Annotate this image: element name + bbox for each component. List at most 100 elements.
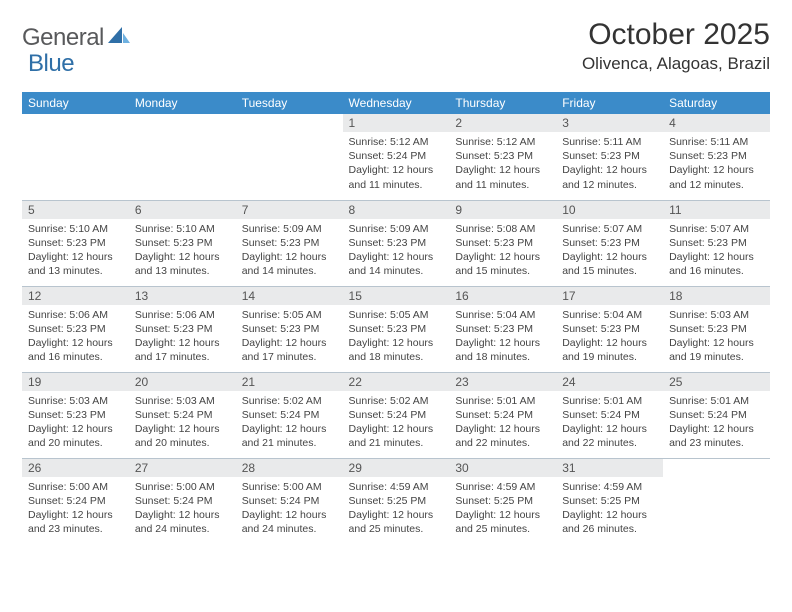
daylight-text: Daylight: 12 hours and 11 minutes. bbox=[455, 163, 550, 191]
day-number: 19 bbox=[22, 373, 129, 391]
logo: General bbox=[22, 18, 132, 52]
day-number: 24 bbox=[556, 373, 663, 391]
logo-sail-icon bbox=[108, 27, 130, 50]
day-details: Sunrise: 5:10 AMSunset: 5:23 PMDaylight:… bbox=[129, 219, 236, 281]
daylight-text: Daylight: 12 hours and 16 minutes. bbox=[669, 250, 764, 278]
sunrise-text: Sunrise: 5:03 AM bbox=[28, 394, 123, 408]
day-number: 5 bbox=[22, 201, 129, 219]
calendar-page: General October 2025 Olivenca, Alagoas, … bbox=[0, 0, 792, 554]
calendar-cell: 5Sunrise: 5:10 AMSunset: 5:23 PMDaylight… bbox=[22, 200, 129, 286]
day-number: 7 bbox=[236, 201, 343, 219]
day-number: 4 bbox=[663, 114, 770, 132]
day-number: 15 bbox=[343, 287, 450, 305]
calendar-cell: 3Sunrise: 5:11 AMSunset: 5:23 PMDaylight… bbox=[556, 114, 663, 200]
day-details: Sunrise: 5:02 AMSunset: 5:24 PMDaylight:… bbox=[343, 391, 450, 453]
month-title: October 2025 bbox=[582, 18, 770, 52]
calendar-week-row: 5Sunrise: 5:10 AMSunset: 5:23 PMDaylight… bbox=[22, 200, 770, 286]
sunset-text: Sunset: 5:24 PM bbox=[135, 494, 230, 508]
calendar-cell: 25Sunrise: 5:01 AMSunset: 5:24 PMDayligh… bbox=[663, 372, 770, 458]
sunset-text: Sunset: 5:24 PM bbox=[242, 408, 337, 422]
sunrise-text: Sunrise: 5:01 AM bbox=[669, 394, 764, 408]
daylight-text: Daylight: 12 hours and 14 minutes. bbox=[349, 250, 444, 278]
day-details: Sunrise: 5:01 AMSunset: 5:24 PMDaylight:… bbox=[449, 391, 556, 453]
day-details bbox=[663, 477, 770, 482]
sunset-text: Sunset: 5:23 PM bbox=[669, 236, 764, 250]
daylight-text: Daylight: 12 hours and 24 minutes. bbox=[242, 508, 337, 536]
calendar-cell: 19Sunrise: 5:03 AMSunset: 5:23 PMDayligh… bbox=[22, 372, 129, 458]
sunrise-text: Sunrise: 5:04 AM bbox=[455, 308, 550, 322]
day-number: 9 bbox=[449, 201, 556, 219]
daylight-text: Daylight: 12 hours and 25 minutes. bbox=[455, 508, 550, 536]
sunset-text: Sunset: 5:24 PM bbox=[455, 408, 550, 422]
day-details: Sunrise: 5:03 AMSunset: 5:23 PMDaylight:… bbox=[663, 305, 770, 367]
day-details: Sunrise: 5:01 AMSunset: 5:24 PMDaylight:… bbox=[663, 391, 770, 453]
calendar-cell: 18Sunrise: 5:03 AMSunset: 5:23 PMDayligh… bbox=[663, 286, 770, 372]
day-details: Sunrise: 5:07 AMSunset: 5:23 PMDaylight:… bbox=[556, 219, 663, 281]
sunset-text: Sunset: 5:23 PM bbox=[669, 149, 764, 163]
sunset-text: Sunset: 5:23 PM bbox=[455, 149, 550, 163]
day-number: 20 bbox=[129, 373, 236, 391]
daylight-text: Daylight: 12 hours and 25 minutes. bbox=[349, 508, 444, 536]
sunrise-text: Sunrise: 5:10 AM bbox=[28, 222, 123, 236]
sunset-text: Sunset: 5:23 PM bbox=[349, 236, 444, 250]
sunrise-text: Sunrise: 5:00 AM bbox=[242, 480, 337, 494]
daylight-text: Daylight: 12 hours and 12 minutes. bbox=[562, 163, 657, 191]
daylight-text: Daylight: 12 hours and 18 minutes. bbox=[349, 336, 444, 364]
daylight-text: Daylight: 12 hours and 22 minutes. bbox=[455, 422, 550, 450]
calendar-cell: 14Sunrise: 5:05 AMSunset: 5:23 PMDayligh… bbox=[236, 286, 343, 372]
calendar-week-row: 26Sunrise: 5:00 AMSunset: 5:24 PMDayligh… bbox=[22, 458, 770, 544]
calendar-cell: 7Sunrise: 5:09 AMSunset: 5:23 PMDaylight… bbox=[236, 200, 343, 286]
day-number: 27 bbox=[129, 459, 236, 477]
calendar-cell: . bbox=[22, 114, 129, 200]
day-details: Sunrise: 4:59 AMSunset: 5:25 PMDaylight:… bbox=[556, 477, 663, 539]
sunrise-text: Sunrise: 5:00 AM bbox=[135, 480, 230, 494]
sunset-text: Sunset: 5:23 PM bbox=[349, 322, 444, 336]
calendar-week-row: 12Sunrise: 5:06 AMSunset: 5:23 PMDayligh… bbox=[22, 286, 770, 372]
location: Olivenca, Alagoas, Brazil bbox=[582, 54, 770, 74]
day-number: 12 bbox=[22, 287, 129, 305]
day-details: Sunrise: 5:06 AMSunset: 5:23 PMDaylight:… bbox=[22, 305, 129, 367]
day-number: 28 bbox=[236, 459, 343, 477]
sunrise-text: Sunrise: 5:10 AM bbox=[135, 222, 230, 236]
day-details: Sunrise: 5:01 AMSunset: 5:24 PMDaylight:… bbox=[556, 391, 663, 453]
sunset-text: Sunset: 5:23 PM bbox=[562, 149, 657, 163]
day-details: Sunrise: 5:03 AMSunset: 5:24 PMDaylight:… bbox=[129, 391, 236, 453]
calendar-cell: 10Sunrise: 5:07 AMSunset: 5:23 PMDayligh… bbox=[556, 200, 663, 286]
daylight-text: Daylight: 12 hours and 26 minutes. bbox=[562, 508, 657, 536]
calendar-table: Sunday Monday Tuesday Wednesday Thursday… bbox=[22, 92, 770, 544]
calendar-cell: . bbox=[236, 114, 343, 200]
sunrise-text: Sunrise: 5:05 AM bbox=[242, 308, 337, 322]
sunset-text: Sunset: 5:23 PM bbox=[242, 236, 337, 250]
sunset-text: Sunset: 5:24 PM bbox=[242, 494, 337, 508]
sunrise-text: Sunrise: 5:11 AM bbox=[669, 135, 764, 149]
sunrise-text: Sunrise: 5:06 AM bbox=[28, 308, 123, 322]
day-details: Sunrise: 5:09 AMSunset: 5:23 PMDaylight:… bbox=[236, 219, 343, 281]
day-number: 3 bbox=[556, 114, 663, 132]
sunset-text: Sunset: 5:23 PM bbox=[562, 236, 657, 250]
calendar-cell: 26Sunrise: 5:00 AMSunset: 5:24 PMDayligh… bbox=[22, 458, 129, 544]
day-number: 11 bbox=[663, 201, 770, 219]
day-header: Thursday bbox=[449, 92, 556, 114]
daylight-text: Daylight: 12 hours and 12 minutes. bbox=[669, 163, 764, 191]
day-details: Sunrise: 5:00 AMSunset: 5:24 PMDaylight:… bbox=[129, 477, 236, 539]
day-details: Sunrise: 4:59 AMSunset: 5:25 PMDaylight:… bbox=[343, 477, 450, 539]
calendar-cell: 21Sunrise: 5:02 AMSunset: 5:24 PMDayligh… bbox=[236, 372, 343, 458]
sunrise-text: Sunrise: 5:07 AM bbox=[669, 222, 764, 236]
sunset-text: Sunset: 5:23 PM bbox=[28, 322, 123, 336]
calendar-week-row: ...1Sunrise: 5:12 AMSunset: 5:24 PMDayli… bbox=[22, 114, 770, 200]
day-details: Sunrise: 5:05 AMSunset: 5:23 PMDaylight:… bbox=[236, 305, 343, 367]
day-number: 13 bbox=[129, 287, 236, 305]
day-number: 10 bbox=[556, 201, 663, 219]
calendar-cell: 31Sunrise: 4:59 AMSunset: 5:25 PMDayligh… bbox=[556, 458, 663, 544]
day-number: 21 bbox=[236, 373, 343, 391]
daylight-text: Daylight: 12 hours and 15 minutes. bbox=[562, 250, 657, 278]
day-details: Sunrise: 5:04 AMSunset: 5:23 PMDaylight:… bbox=[556, 305, 663, 367]
daylight-text: Daylight: 12 hours and 13 minutes. bbox=[28, 250, 123, 278]
day-details: Sunrise: 5:11 AMSunset: 5:23 PMDaylight:… bbox=[556, 132, 663, 194]
day-number: 6 bbox=[129, 201, 236, 219]
sunset-text: Sunset: 5:23 PM bbox=[135, 322, 230, 336]
calendar-cell: 30Sunrise: 4:59 AMSunset: 5:25 PMDayligh… bbox=[449, 458, 556, 544]
logo-word1: General bbox=[22, 24, 104, 52]
day-details: Sunrise: 5:00 AMSunset: 5:24 PMDaylight:… bbox=[236, 477, 343, 539]
sunset-text: Sunset: 5:24 PM bbox=[669, 408, 764, 422]
